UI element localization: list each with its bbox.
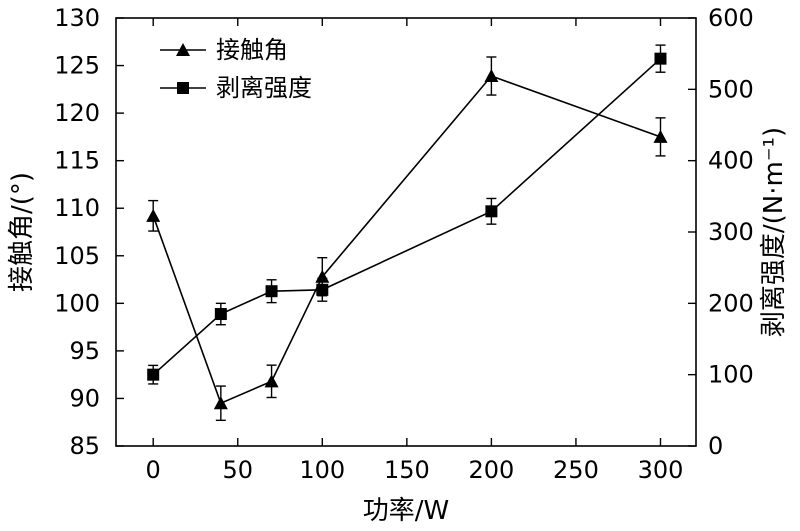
- legend-label-peel-strength: 剥离强度: [216, 74, 312, 102]
- triangle-marker: [653, 129, 668, 143]
- y-left-tick-label: 85: [69, 432, 100, 460]
- y-axis-left-title: 接触角/(°): [7, 172, 37, 292]
- triangle-marker: [146, 208, 161, 222]
- y-left-tick-label: 130: [54, 4, 100, 32]
- x-tick-label: 0: [146, 456, 161, 484]
- y-left-tick-label: 105: [54, 242, 100, 270]
- triangle-marker: [484, 69, 499, 83]
- square-marker: [147, 368, 160, 381]
- y-left-tick-label: 110: [54, 194, 100, 222]
- axis-ticks: 0 50 100 150 200 250 300 85 90 95 100 105 110 115 120 1…: [54, 4, 754, 484]
- y-left-tick-label: 100: [54, 289, 100, 317]
- series-lines: [152, 58, 662, 405]
- y-right-tick-label: 400: [708, 147, 754, 175]
- legend-item-peel-strength: 剥离强度: [160, 74, 312, 102]
- x-tick-label: 300: [638, 456, 684, 484]
- legend-item-contact-angle: 接触角: [160, 36, 288, 64]
- square-marker-icon: [177, 82, 189, 94]
- y-right-tick-label: 100: [708, 361, 754, 389]
- y-right-tick-label: 500: [708, 75, 754, 103]
- x-tick-label: 150: [384, 456, 430, 484]
- data-markers: [146, 52, 668, 410]
- y-left-tick-label: 125: [54, 52, 100, 80]
- square-marker: [654, 52, 667, 65]
- y-right-tick-label: 300: [708, 218, 754, 246]
- plot-frame: [115, 17, 697, 447]
- legend: 接触角 剥离强度: [160, 36, 312, 102]
- triangle-marker-icon: [176, 43, 190, 56]
- y-right-tick-label: 600: [708, 4, 754, 32]
- x-tick-label: 50: [222, 456, 253, 484]
- x-tick-label: 250: [553, 456, 599, 484]
- triangle-marker: [264, 374, 279, 388]
- y-left-tick-label: 95: [69, 337, 100, 365]
- square-marker: [265, 285, 278, 298]
- triangle-marker: [315, 269, 330, 283]
- y-left-tick-label: 120: [54, 99, 100, 127]
- square-marker: [316, 283, 329, 296]
- y-axis-right-title: 剥离强度/(N·m⁻¹): [759, 127, 789, 337]
- legend-label-contact-angle: 接触角: [216, 36, 288, 64]
- y-left-tick-label: 90: [69, 384, 100, 412]
- triangle-marker: [213, 396, 228, 410]
- x-tick-label: 200: [468, 456, 514, 484]
- x-axis-title: 功率/W: [363, 496, 449, 526]
- square-marker: [214, 308, 227, 321]
- y-left-tick-label: 115: [54, 147, 100, 175]
- y-right-tick-label: 0: [708, 432, 723, 460]
- square-marker: [485, 205, 498, 218]
- y-right-tick-label: 200: [708, 289, 754, 317]
- x-tick-label: 100: [299, 456, 345, 484]
- series-line-1: [152, 58, 662, 376]
- series-line-0: [152, 75, 661, 405]
